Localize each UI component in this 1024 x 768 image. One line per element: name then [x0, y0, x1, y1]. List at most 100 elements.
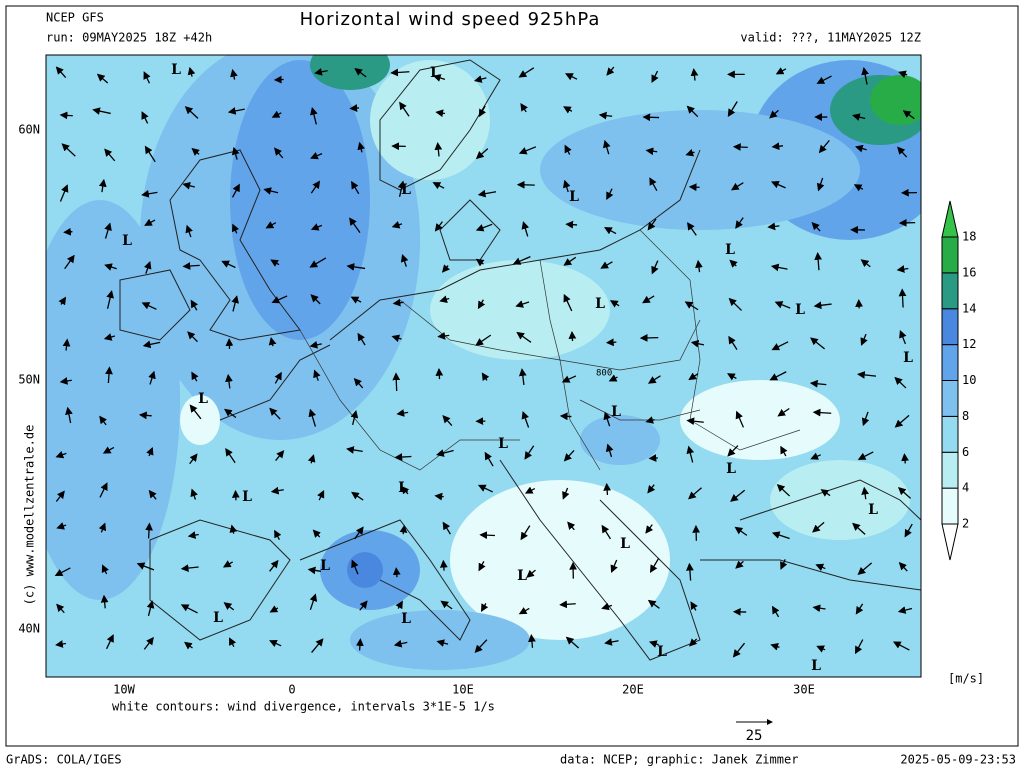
wind-arrow: [565, 220, 578, 229]
wind-arrow: [727, 445, 739, 457]
colorbar-label: 14: [962, 301, 976, 315]
wind-arrow: [58, 296, 67, 306]
wind-arrow: [603, 482, 612, 496]
divergence-note: white contours: wind divergence, interva…: [112, 700, 495, 714]
wind-arrow: [475, 258, 485, 267]
outer-frame: [5, 5, 1019, 747]
wind-arrow: [271, 295, 288, 304]
wind-arrow: [187, 331, 198, 343]
wind-arrow: [55, 450, 67, 459]
wind-arrow: [59, 111, 73, 120]
copyright: (c) www.modellzentrale.de: [23, 425, 37, 606]
wind-arrow: [353, 377, 364, 389]
wind-arrow: [269, 639, 282, 648]
timestamp: 2025-05-09-23:53: [900, 753, 1016, 767]
wind-arrow: [861, 486, 869, 500]
wind-arrow: [686, 105, 699, 118]
wind-arrow: [559, 600, 576, 609]
wind-arrow: [141, 111, 149, 124]
wind-arrow: [771, 142, 784, 151]
wind-arrow: [647, 599, 660, 609]
wind-arrow: [184, 641, 193, 650]
wind-arrow: [346, 263, 366, 271]
wind-arrow: [392, 372, 401, 392]
colorbar-label: 12: [962, 337, 976, 351]
valid-info: valid: ???, 11MAY2025 12Z: [740, 31, 921, 45]
wind-arrow: [64, 254, 75, 270]
wind-arrow: [475, 334, 492, 346]
wind-arrow: [642, 113, 660, 122]
wind-arrow: [434, 492, 444, 501]
wind-arrow: [270, 486, 284, 495]
wind-arrow: [563, 293, 573, 312]
wind-arrow: [432, 182, 445, 190]
wind-arrow: [314, 68, 328, 76]
wind-arrow: [309, 593, 318, 611]
wind-arrow: [518, 368, 527, 385]
wind-arrow: [815, 563, 826, 571]
wind-arrow: [274, 371, 282, 384]
low-label: L: [811, 658, 821, 674]
low-label: L: [569, 189, 579, 205]
wind-arrow: [608, 374, 618, 382]
wind-arrow: [684, 301, 699, 311]
run-info: run: 09MAY2025 18Z +42h: [46, 31, 212, 45]
wind-arrow: [521, 411, 530, 428]
wind-arrow: [146, 446, 154, 457]
low-label: L: [401, 611, 411, 627]
wind-arrow: [307, 454, 316, 464]
wind-arrow: [56, 522, 67, 530]
wind-arrow: [225, 373, 233, 389]
credit: data: NCEP; graphic: Janek Zimmer: [560, 753, 798, 767]
wind-arrow: [475, 223, 493, 232]
wind-arrow: [690, 601, 698, 611]
wind-arrow: [351, 180, 360, 195]
colorbar-upper-triangle: [941, 200, 959, 238]
low-label: L: [122, 233, 132, 249]
wind-arrow: [141, 189, 158, 198]
wind-arrow: [857, 371, 877, 379]
low-label: L: [430, 65, 440, 81]
colorbar-label: 18: [962, 230, 976, 244]
wind-arrow: [898, 70, 908, 79]
wind-arrow: [224, 408, 237, 418]
wind-arrow: [473, 75, 487, 83]
wind-arrow: [229, 637, 237, 648]
lon-label: 10W: [113, 683, 135, 697]
wind-arrow: [732, 642, 746, 658]
wind-arrow: [520, 102, 528, 113]
wind-arrow: [512, 256, 531, 265]
wind-arrow: [605, 443, 614, 458]
wind-arrow: [518, 607, 530, 615]
wind-arrow: [310, 106, 318, 125]
vector-scale-label: 25: [746, 728, 763, 744]
wind-arrow: [686, 562, 694, 581]
wind-arrow: [606, 66, 615, 76]
wind-arrow: [897, 486, 911, 499]
wind-arrow: [392, 298, 404, 307]
wind-arrow: [180, 604, 198, 614]
wind-arrow: [853, 184, 864, 192]
title: Horizontal wind speed 925hPa: [300, 9, 601, 30]
wind-arrow: [688, 183, 700, 192]
wind-arrow: [647, 218, 657, 231]
wind-arrow: [105, 634, 114, 650]
wind-arrow: [811, 221, 821, 232]
wind-arrow: [771, 341, 789, 351]
wind-arrow: [436, 449, 454, 457]
wind-arrow: [854, 639, 864, 655]
wind-arrow: [816, 177, 825, 192]
wind-arrow: [391, 221, 403, 229]
wind-arrow: [813, 301, 832, 310]
wind-arrow: [814, 252, 823, 271]
wind-arrow: [104, 148, 116, 162]
wind-arrow: [232, 223, 240, 234]
wind-arrow: [359, 600, 368, 611]
wind-arrow: [439, 295, 450, 303]
wind-arrow: [734, 526, 748, 536]
software: GrADS: COLA/IGES: [6, 753, 122, 767]
low-label: L: [401, 182, 411, 198]
wind-arrow: [349, 217, 361, 233]
wind-arrow: [230, 68, 238, 80]
low-label: L: [620, 536, 630, 552]
